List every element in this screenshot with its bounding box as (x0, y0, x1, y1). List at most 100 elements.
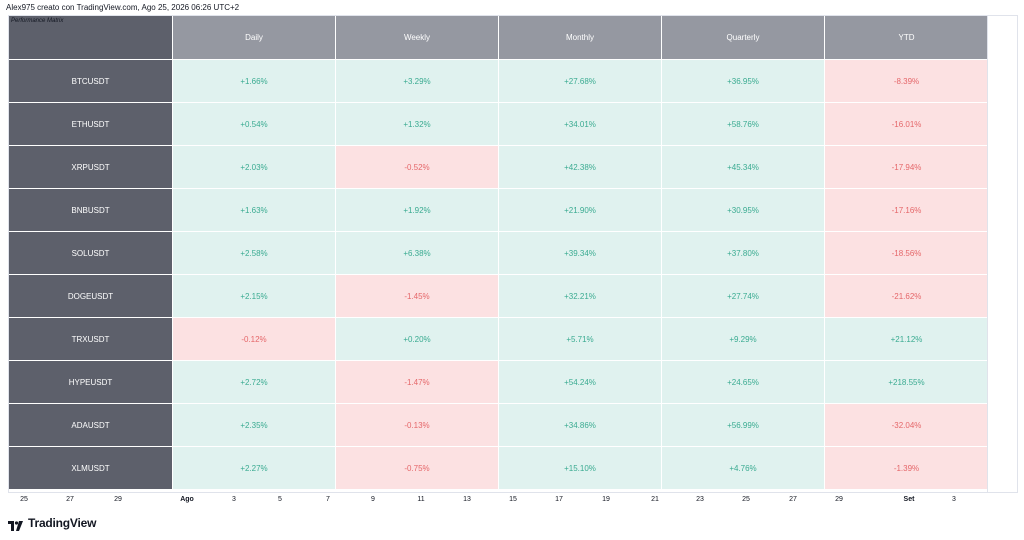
performance-cell: +1.92% (336, 189, 499, 232)
chart-caption: Alex975 creato con TradingView.com, Ago … (6, 3, 240, 12)
time-axis-tick: 23 (696, 496, 704, 503)
matrix-row: ADAUSDT +2.35% -0.13% +34.86% +56.99% -32.04% (9, 404, 987, 447)
column-header: Monthly (499, 16, 662, 60)
performance-cell: +32.21% (499, 275, 662, 318)
performance-cell: +9.29% (662, 318, 825, 361)
performance-cell: -8.39% (825, 60, 987, 103)
performance-cell: +218.55% (825, 361, 987, 404)
column-header: YTD (825, 16, 987, 60)
performance-cell: +2.03% (173, 146, 336, 189)
performance-cell: -0.52% (336, 146, 499, 189)
time-axis-tick: 25 (20, 496, 28, 503)
matrix-title: Performance Matrix (11, 18, 64, 24)
brand-logo: TradingView (8, 516, 97, 531)
performance-cell: -32.04% (825, 404, 987, 447)
symbol-cell: ETHUSDT (9, 103, 173, 146)
matrix-row: SOLUSDT +2.58% +6.38% +39.34% +37.80% -18.56% (9, 232, 987, 275)
column-header: Weekly (336, 16, 499, 60)
performance-cell: +2.72% (173, 361, 336, 404)
performance-cell: +37.80% (662, 232, 825, 275)
performance-cell: -1.45% (336, 275, 499, 318)
time-axis-tick: 15 (509, 496, 517, 503)
time-axis-tick: Set (903, 496, 915, 503)
performance-cell: -0.75% (336, 447, 499, 490)
performance-cell: +3.29% (336, 60, 499, 103)
performance-cell: -1.39% (825, 447, 987, 490)
chart-pane[interactable]: Performance Matrix Daily Weekly Monthly … (8, 15, 988, 493)
performance-cell: +27.68% (499, 60, 662, 103)
time-axis-tick: 29 (835, 496, 843, 503)
performance-cell: +45.34% (662, 146, 825, 189)
time-axis-tick: 21 (651, 496, 659, 503)
matrix-row: XLMUSDT +2.27% -0.75% +15.10% +4.76% -1.39% (9, 447, 987, 490)
header-row: Performance Matrix Daily Weekly Monthly … (9, 16, 987, 60)
time-axis-tick: 3 (952, 496, 956, 503)
symbol-cell: DOGEUSDT (9, 275, 173, 318)
performance-cell: -0.13% (336, 404, 499, 447)
performance-cell: -1.47% (336, 361, 499, 404)
time-axis-tick: 13 (463, 496, 471, 503)
performance-cell: +1.63% (173, 189, 336, 232)
time-axis-tick: 27 (66, 496, 74, 503)
performance-cell: +56.99% (662, 404, 825, 447)
matrix-row: TRXUSDT -0.12% +0.20% +5.71% +9.29% +21.12% (9, 318, 987, 361)
matrix-row: BNBUSDT +1.63% +1.92% +21.90% +30.95% -17.16% (9, 189, 987, 232)
performance-cell: -17.16% (825, 189, 987, 232)
time-axis-tick: 5 (278, 496, 282, 503)
matrix-row: ETHUSDT +0.54% +1.32% +34.01% +58.76% -16.01% (9, 103, 987, 146)
matrix-row: BTCUSDT +1.66% +3.29% +27.68% +36.95% -8.39% (9, 60, 987, 103)
performance-cell: +2.27% (173, 447, 336, 490)
time-axis-tick: 11 (417, 496, 425, 503)
performance-cell: -18.56% (825, 232, 987, 275)
matrix-row: DOGEUSDT +2.15% -1.45% +32.21% +27.74% -21.62… (9, 275, 987, 318)
performance-cell: -17.94% (825, 146, 987, 189)
symbol-cell: XLMUSDT (9, 447, 173, 490)
performance-cell: +24.65% (662, 361, 825, 404)
performance-cell: +54.24% (499, 361, 662, 404)
performance-cell: +2.15% (173, 275, 336, 318)
performance-cell: -0.12% (173, 318, 336, 361)
symbol-cell: TRXUSDT (9, 318, 173, 361)
performance-cell: +0.20% (336, 318, 499, 361)
symbol-cell: XRPUSDT (9, 146, 173, 189)
time-axis-tick: 27 (789, 496, 797, 503)
brand-name: TradingView (28, 516, 97, 530)
column-header: Quarterly (662, 16, 825, 60)
performance-cell: -21.62% (825, 275, 987, 318)
time-axis[interactable]: 25 27 29 Ago 3 5 7 9 11 13 15 17 19 21 23 25 27 29 Set 3 (8, 494, 988, 506)
performance-cell: +21.12% (825, 318, 987, 361)
matrix-corner: Performance Matrix (9, 16, 173, 60)
performance-cell: +42.38% (499, 146, 662, 189)
performance-cell: +36.95% (662, 60, 825, 103)
performance-cell: +21.90% (499, 189, 662, 232)
symbol-cell: ADAUSDT (9, 404, 173, 447)
time-axis-tick: 17 (555, 496, 563, 503)
column-header: Daily (173, 16, 336, 60)
symbol-cell: BNBUSDT (9, 189, 173, 232)
time-axis-tick: Ago (180, 496, 194, 503)
time-axis-tick: 9 (371, 496, 375, 503)
performance-cell: +34.86% (499, 404, 662, 447)
performance-cell: +58.76% (662, 103, 825, 146)
performance-cell: +0.54% (173, 103, 336, 146)
time-axis-tick: 3 (232, 496, 236, 503)
performance-matrix: Performance Matrix Daily Weekly Monthly … (9, 16, 987, 490)
performance-cell: +5.71% (499, 318, 662, 361)
time-axis-tick: 25 (742, 496, 750, 503)
performance-cell: +30.95% (662, 189, 825, 232)
time-axis-tick: 19 (602, 496, 610, 503)
performance-cell: +1.66% (173, 60, 336, 103)
performance-cell: +6.38% (336, 232, 499, 275)
performance-cell: +27.74% (662, 275, 825, 318)
matrix-row: HYPEUSDT +2.72% -1.47% +54.24% +24.65% +218.5… (9, 361, 987, 404)
symbol-cell: HYPEUSDT (9, 361, 173, 404)
performance-cell: +2.35% (173, 404, 336, 447)
tradingview-logo-icon (8, 518, 24, 531)
performance-cell: +34.01% (499, 103, 662, 146)
symbol-cell: BTCUSDT (9, 60, 173, 103)
matrix-row: XRPUSDT +2.03% -0.52% +42.38% +45.34% -17.94% (9, 146, 987, 189)
price-scale[interactable] (988, 15, 1018, 493)
symbol-cell: SOLUSDT (9, 232, 173, 275)
performance-cell: +4.76% (662, 447, 825, 490)
performance-cell: +39.34% (499, 232, 662, 275)
